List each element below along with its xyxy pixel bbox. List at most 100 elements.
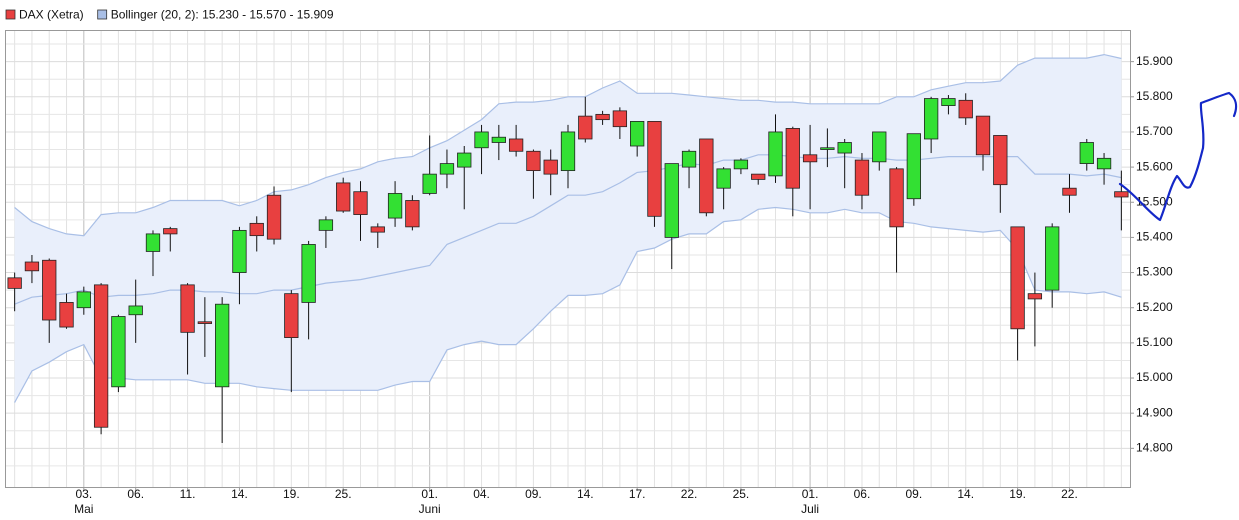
x-tick-label: 01.	[421, 487, 438, 501]
candle-body	[975, 115, 991, 156]
candle-body	[24, 261, 40, 272]
candle-body	[560, 131, 576, 172]
candle-body	[958, 99, 973, 119]
candle-body	[630, 121, 645, 147]
candle-body	[76, 291, 91, 309]
candle-body	[145, 233, 161, 252]
x-tick-label: 19.	[283, 487, 300, 501]
candle-body	[716, 168, 731, 189]
y-tick-label: 15.600	[1136, 159, 1173, 173]
y-tick-label: 15.500	[1136, 194, 1173, 208]
candle-body	[215, 303, 230, 388]
legend-label: Bollinger (20, 2): 15.230 - 15.570 - 15.…	[111, 8, 334, 22]
x-tick-label: 22.	[1061, 487, 1078, 501]
y-tick-label: 15.800	[1136, 89, 1173, 103]
candle-body	[457, 152, 472, 168]
candle-body	[699, 138, 714, 214]
candle-body	[820, 147, 835, 150]
legend-swatch	[97, 9, 108, 20]
candle-body	[681, 150, 697, 168]
candle-body	[249, 222, 264, 237]
plot-frame	[5, 30, 1131, 488]
candle-body	[128, 305, 143, 316]
x-tick-label: 22.	[681, 487, 698, 501]
legend-label: DAX (Xetra)	[19, 8, 84, 22]
x-month-label: Mai	[74, 502, 93, 516]
candle-body	[336, 182, 351, 212]
y-tick-label: 14.900	[1136, 405, 1173, 419]
legend-swatch	[5, 9, 16, 20]
candle-body	[854, 159, 870, 196]
candle-body	[543, 159, 558, 175]
candle-body	[284, 293, 299, 338]
hand-drawn-annotation	[1118, 91, 1238, 222]
x-tick-label: 09.	[525, 487, 542, 501]
x-tick-label: 17.	[629, 487, 646, 501]
candle-body	[941, 98, 956, 106]
y-tick-label: 15.400	[1136, 230, 1173, 244]
y-tick-label: 15.100	[1136, 335, 1173, 349]
candle-body	[422, 173, 437, 194]
candle-body	[1027, 293, 1043, 300]
candle-body	[733, 159, 749, 170]
x-month-label: Juni	[419, 502, 441, 516]
candle-body	[232, 229, 247, 273]
candle-body	[906, 133, 921, 200]
y-tick-label: 14.800	[1136, 441, 1173, 455]
candle-body	[491, 136, 506, 143]
legend: DAX (Xetra) Bollinger (20, 2): 15.230 - 1…	[5, 8, 334, 22]
candle-body	[474, 131, 489, 149]
candle-body	[595, 113, 610, 121]
band-upper	[14, 53, 1122, 237]
x-tick-label: 14.	[231, 487, 248, 501]
x-tick-label: 25.	[335, 487, 352, 501]
x-tick-label: 06.	[127, 487, 144, 501]
candle-body	[1114, 191, 1129, 198]
candle-body	[387, 193, 403, 219]
candle-body	[197, 321, 213, 324]
y-tick-label: 15.700	[1136, 124, 1173, 138]
x-tick-label: 04.	[473, 487, 490, 501]
x-tick-label: 14.	[957, 487, 974, 501]
y-tick-label: 15.900	[1136, 54, 1173, 68]
candle-body	[647, 121, 662, 217]
candle-body	[1096, 157, 1112, 170]
x-tick-label: 06.	[854, 487, 871, 501]
candle-body	[872, 131, 887, 163]
candle-body	[612, 110, 628, 128]
candles	[7, 93, 1129, 444]
candle-body	[318, 219, 334, 231]
candle-body	[370, 226, 385, 233]
candle-body	[353, 191, 368, 215]
candle-body	[301, 244, 316, 303]
candle-body	[42, 259, 57, 321]
candle-body	[59, 302, 74, 328]
candle-body	[751, 173, 766, 180]
candle-body	[993, 135, 1008, 186]
x-tick-label: 11.	[180, 487, 196, 501]
y-tick-label: 15.300	[1136, 265, 1173, 279]
candle-body	[111, 316, 126, 388]
candle-body	[664, 163, 679, 238]
candle-body	[802, 154, 818, 163]
x-tick-label: 03.	[75, 487, 92, 501]
candle-body	[526, 150, 541, 172]
candle-body	[405, 200, 420, 228]
candle-body	[439, 163, 455, 175]
candle-body	[508, 138, 524, 152]
candle-body	[578, 115, 593, 140]
band-lower	[14, 206, 1122, 403]
candle-body	[7, 277, 22, 289]
x-tick-label: 01.	[802, 487, 819, 501]
candle-body	[889, 168, 904, 228]
x-tick-label: 09.	[906, 487, 923, 501]
candle-body	[1045, 226, 1060, 291]
x-tick-label: 14.	[577, 487, 594, 501]
x-month-label: Juli	[801, 502, 819, 516]
band-middle	[14, 154, 1122, 305]
candle-body	[163, 228, 178, 235]
candle-body	[785, 128, 800, 189]
y-tick-label: 15.000	[1136, 370, 1173, 384]
candle-body	[266, 194, 282, 240]
